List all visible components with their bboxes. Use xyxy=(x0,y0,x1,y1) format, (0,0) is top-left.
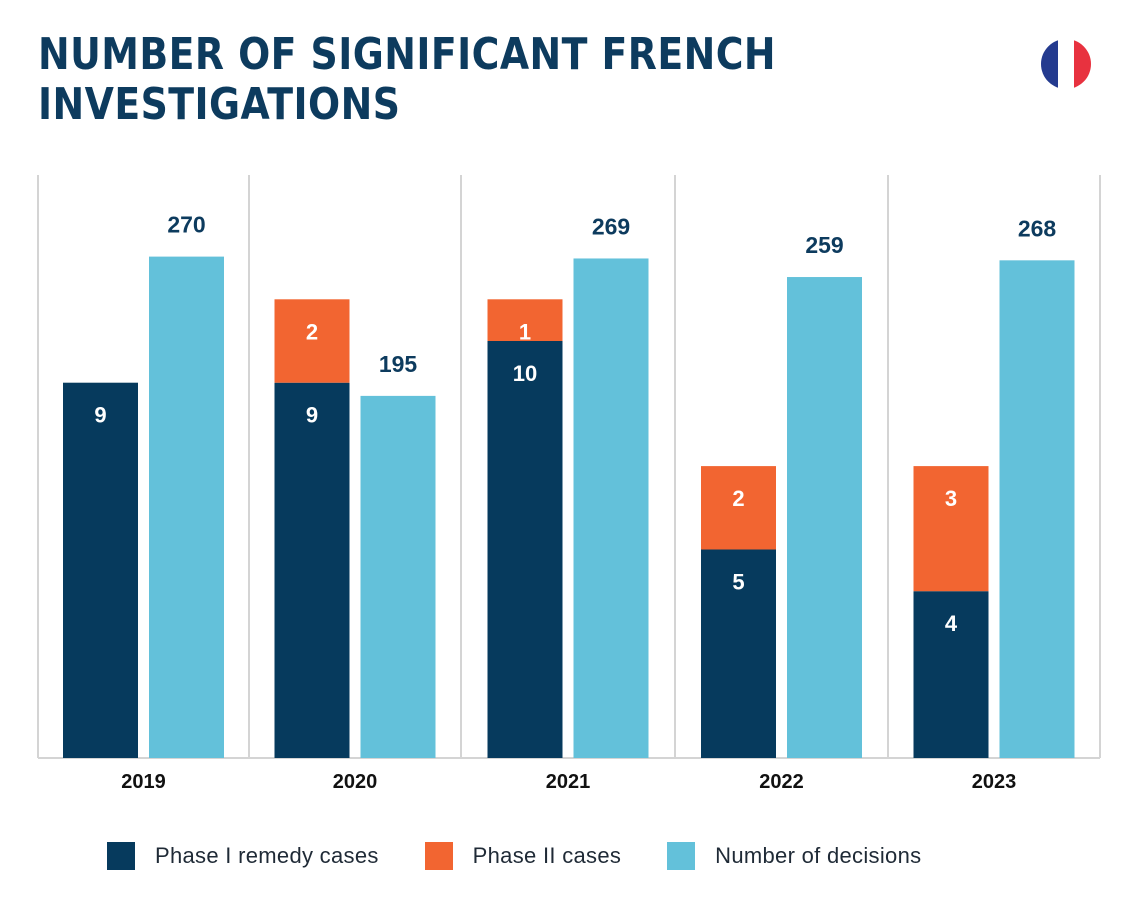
legend-swatch-phase2 xyxy=(424,842,453,870)
bar-phase2-2023 xyxy=(913,466,989,592)
label-decisions-2022: 259 xyxy=(805,232,843,258)
label-decisions-2021: 269 xyxy=(592,213,630,239)
label-decisions-2023: 268 xyxy=(1018,215,1057,241)
bar-decisions-2023 xyxy=(999,260,1075,758)
legend-swatch-decisions xyxy=(667,842,696,870)
label-phase2-2020: 2 xyxy=(306,319,318,344)
bar-decisions-2022 xyxy=(787,277,862,758)
legend-item-decisions: Number of decisions xyxy=(667,842,921,870)
legend: Phase I remedy cases Phase II cases Numb… xyxy=(107,842,967,870)
legend-swatch-phase1 xyxy=(107,842,135,870)
label-phase2-2023: 3 xyxy=(945,486,957,511)
x-tick-label-2020: 2020 xyxy=(333,771,378,793)
label-phase1-2023: 4 xyxy=(945,611,958,636)
x-tick-label-2022: 2022 xyxy=(759,771,804,793)
bar-phase2-2020 xyxy=(274,299,350,383)
bar-decisions-2020 xyxy=(360,395,436,758)
bar-phase1-2023 xyxy=(913,591,989,758)
legend-label-phase2: Phase II cases xyxy=(472,843,622,868)
bar-decisions-2021 xyxy=(573,258,649,758)
x-tick-label-2023: 2023 xyxy=(972,771,1017,793)
legend-label-phase1: Phase I remedy cases xyxy=(155,843,379,868)
chart-title-line-1: NUMBER OF SIGNIFICANT FRENCH xyxy=(38,29,777,80)
label-decisions-2019: 270 xyxy=(167,212,205,238)
label-decisions-2020: 195 xyxy=(379,351,418,377)
label-phase2-2022: 2 xyxy=(732,486,744,511)
legend-item-phase1: Phase I remedy cases xyxy=(107,842,379,870)
chart-title-line-2: INVESTIGATIONS xyxy=(38,79,401,130)
france-flag-icon xyxy=(1041,39,1091,89)
label-phase1-2021: 10 xyxy=(513,361,537,386)
bar-phase2-2022 xyxy=(701,466,776,550)
label-phase1-2019: 9 xyxy=(94,403,106,428)
label-phase1-2022: 5 xyxy=(732,570,744,595)
label-phase1-2020: 9 xyxy=(306,403,318,428)
bar-phase2-2021 xyxy=(487,299,563,341)
label-phase2-2021: 1 xyxy=(519,319,531,344)
bar-phase1-2020 xyxy=(274,382,350,758)
bar-phase1-2019 xyxy=(63,382,138,758)
legend-label-decisions: Number of decisions xyxy=(715,843,922,868)
bar-phase1-2021 xyxy=(487,341,563,758)
x-tick-label-2019: 2019 xyxy=(121,771,166,793)
x-tick-label-2021: 2021 xyxy=(546,771,591,793)
chart-title: NUMBER OF SIGNIFICANT FRENCH INVESTIGATI… xyxy=(38,30,812,130)
bar-decisions-2019 xyxy=(149,256,224,758)
legend-item-phase2: Phase II cases xyxy=(424,842,622,870)
bar-phase1-2022 xyxy=(701,549,776,758)
